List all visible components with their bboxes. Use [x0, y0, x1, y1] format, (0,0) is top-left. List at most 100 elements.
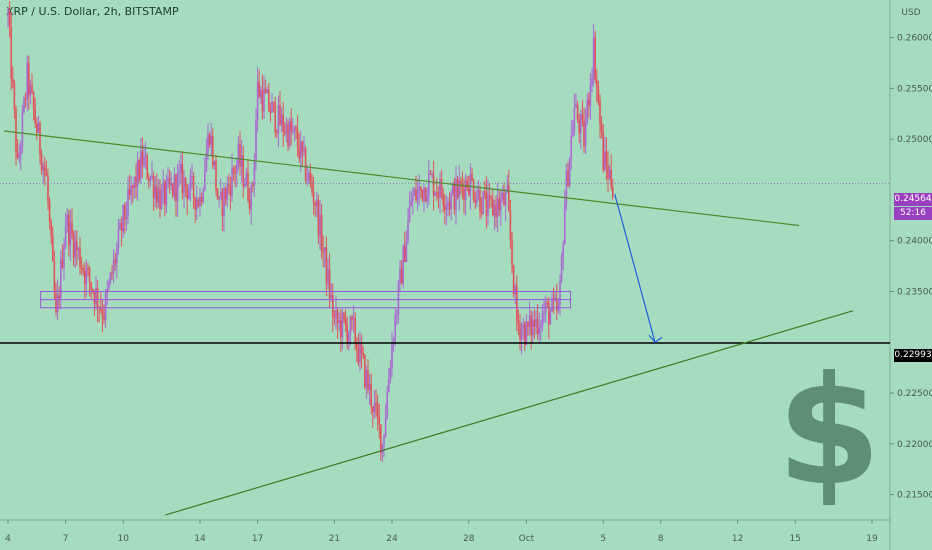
- candle-body: [156, 186, 158, 203]
- currency-label: USD: [901, 8, 920, 18]
- candle-body: [375, 402, 377, 404]
- candle-body: [399, 268, 401, 283]
- candle-body: [7, 12, 9, 18]
- candle-body: [66, 214, 68, 227]
- candle-body: [402, 245, 404, 285]
- candle-body: [612, 187, 614, 198]
- candle-body: [24, 98, 27, 100]
- candle-body: [546, 302, 548, 304]
- candle-body: [180, 164, 182, 172]
- candle-body: [599, 101, 601, 123]
- candle-body: [416, 191, 419, 201]
- candle-body: [420, 186, 422, 190]
- candle-body: [282, 114, 284, 132]
- price-tick-label: 0.21500: [897, 491, 932, 501]
- candle-body: [288, 121, 291, 147]
- candle-body: [308, 172, 310, 180]
- candle-body: [448, 201, 451, 210]
- candle-body: [141, 151, 144, 166]
- candle-body: [495, 204, 497, 218]
- candle-body: [524, 324, 526, 345]
- candle-body: [341, 312, 344, 338]
- candle-body: [247, 172, 249, 201]
- candle-body: [168, 177, 171, 186]
- candle-body: [479, 189, 481, 212]
- candle-body: [484, 191, 486, 193]
- candle-body: [312, 191, 315, 203]
- candle-body: [578, 119, 580, 133]
- candle-body: [117, 229, 120, 248]
- candle-body: [200, 197, 203, 202]
- candle-body: [583, 119, 585, 146]
- time-tick-label: 24: [386, 534, 398, 544]
- price-tick-label: 0.23500: [897, 287, 932, 297]
- candle-body: [394, 315, 396, 341]
- candle-body: [53, 261, 56, 294]
- candle-body: [172, 183, 174, 196]
- candle-body: [128, 189, 131, 195]
- candle-body: [28, 62, 30, 96]
- candle-body: [76, 241, 78, 251]
- candle-body: [61, 259, 64, 268]
- candle-body: [31, 84, 33, 93]
- candle-body: [306, 179, 308, 181]
- candle-body: [224, 188, 227, 200]
- candle-body: [575, 104, 577, 108]
- candle-body: [301, 141, 304, 152]
- candle-body: [559, 281, 561, 306]
- time-tick-label: 12: [732, 534, 743, 544]
- candle-body: [196, 199, 198, 210]
- candle-body: [357, 348, 360, 363]
- candle-body: [586, 99, 588, 123]
- candle-body: [285, 124, 288, 134]
- candle-body: [421, 189, 424, 201]
- candle-body: [60, 259, 62, 299]
- candle-body: [234, 172, 236, 174]
- candle-body: [127, 189, 129, 217]
- candle-body: [296, 129, 299, 147]
- candle-body: [592, 37, 595, 78]
- projection-arrow: [614, 193, 656, 343]
- candle-body: [503, 192, 505, 206]
- candle-body: [418, 186, 420, 192]
- candle-body: [221, 191, 224, 216]
- candle-body: [269, 110, 272, 113]
- candle-body: [104, 293, 107, 320]
- candle-body: [607, 165, 609, 179]
- candle-body: [213, 160, 216, 166]
- candle-body: [477, 189, 480, 198]
- candle-body: [124, 204, 126, 220]
- candle-body: [381, 444, 384, 453]
- candle-body: [116, 247, 118, 264]
- candle-body: [199, 197, 201, 207]
- candle-body: [570, 136, 572, 159]
- candle-body: [69, 222, 72, 245]
- candle-body: [424, 187, 427, 202]
- candle-body: [93, 291, 96, 304]
- candle-body: [509, 210, 512, 240]
- candle-body: [362, 352, 364, 356]
- candle-body: [392, 340, 395, 343]
- candle-body: [277, 105, 280, 133]
- chart-title: XRP / U.S. Dollar, 2h, BITSTAMP: [6, 5, 179, 18]
- candle-body: [244, 185, 246, 187]
- candle-body: [540, 326, 542, 329]
- candle-body: [543, 312, 545, 314]
- candle-body: [228, 184, 230, 186]
- candle-body: [514, 286, 516, 294]
- candle-body: [373, 402, 376, 413]
- candle-body: [568, 158, 571, 186]
- candle-body: [279, 105, 281, 125]
- candle-body: [272, 101, 275, 103]
- candle-body: [34, 109, 36, 124]
- candle-body: [591, 77, 593, 85]
- candle-body: [264, 88, 267, 94]
- candle-body: [178, 171, 180, 174]
- candle-body: [354, 317, 356, 344]
- candle-body: [170, 183, 172, 186]
- candle-body: [565, 171, 568, 204]
- descending-trendline: [4, 130, 800, 227]
- candle-body: [135, 176, 137, 187]
- candle-body: [183, 177, 185, 194]
